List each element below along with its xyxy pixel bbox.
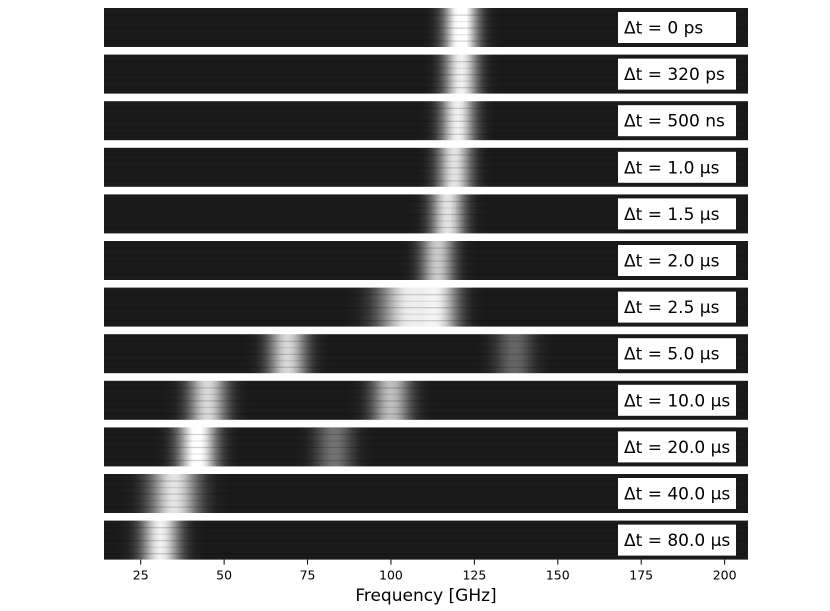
- x-tick-label: 50: [216, 568, 232, 583]
- panel-label-box: [618, 245, 736, 276]
- panel-label: Δt = 1.0 μs: [624, 158, 720, 178]
- panel-label-box: [618, 524, 736, 556]
- panel-label: Δt = 2.5 μs: [624, 298, 720, 318]
- panel-label: Δt = 2.0 μs: [624, 252, 720, 272]
- panel-1: Δt = 320 ps: [104, 54, 748, 94]
- panel-5: Δt = 2.0 μs: [104, 241, 748, 280]
- panel-label-box: [618, 105, 736, 137]
- panel-3: Δt = 1.0 μs: [104, 147, 748, 187]
- panel-7: Δt = 5.0 μs: [104, 334, 748, 374]
- x-tick-label: 75: [300, 568, 316, 583]
- panels: Δt = 0 ps Δt = 320 ps Δt = 500 ns Δt = 1.0 …: [104, 8, 748, 560]
- panel-label-box: [618, 58, 736, 90]
- x-tick-label: 25: [133, 568, 149, 583]
- panel-label: Δt = 80.0 μs: [624, 531, 730, 551]
- panel-label-box: [618, 198, 736, 230]
- x-tick-label: 175: [629, 568, 653, 583]
- panel-label: Δt = 20.0 μs: [624, 438, 730, 458]
- panel-label-box: [618, 478, 736, 509]
- panel-label: Δt = 320 ps: [624, 65, 725, 85]
- panel-label-box: [618, 151, 736, 183]
- panel-8: Δt = 10.0 μs: [104, 380, 748, 420]
- panel-label-box: [618, 291, 736, 323]
- panel-label: Δt = 10.0 μs: [624, 391, 730, 411]
- x-axis-label: Frequency [GHz]: [355, 586, 496, 606]
- panel-label: Δt = 500 ns: [624, 112, 725, 132]
- panel-label: Δt = 1.5 μs: [624, 205, 720, 225]
- panel-label: Δt = 40.0 μs: [624, 485, 730, 505]
- panel-label: Δt = 5.0 μs: [624, 345, 720, 365]
- x-tick-label: 125: [462, 568, 486, 583]
- x-axis: 25 50 75 100 125 150 175 200: [133, 559, 737, 583]
- x-tick-label: 200: [713, 568, 737, 583]
- panel-2: Δt = 500 ns: [104, 101, 748, 141]
- x-tick-label: 100: [379, 568, 403, 583]
- panel-label-box: [618, 338, 736, 370]
- panel-label-box: [618, 431, 736, 463]
- panel-label: Δt = 0 ps: [624, 19, 703, 39]
- panel-9: Δt = 20.0 μs: [104, 427, 748, 467]
- panel-0: Δt = 0 ps: [104, 8, 748, 47]
- panel-6: Δt = 2.5 μs: [104, 287, 748, 327]
- panel-label-box: [618, 12, 736, 43]
- panel-11: Δt = 80.0 μs: [104, 520, 748, 560]
- panel-10: Δt = 40.0 μs: [104, 474, 748, 513]
- x-tick-label: 150: [546, 568, 570, 583]
- panel-4: Δt = 1.5 μs: [104, 194, 748, 234]
- panel-label-box: [618, 384, 736, 416]
